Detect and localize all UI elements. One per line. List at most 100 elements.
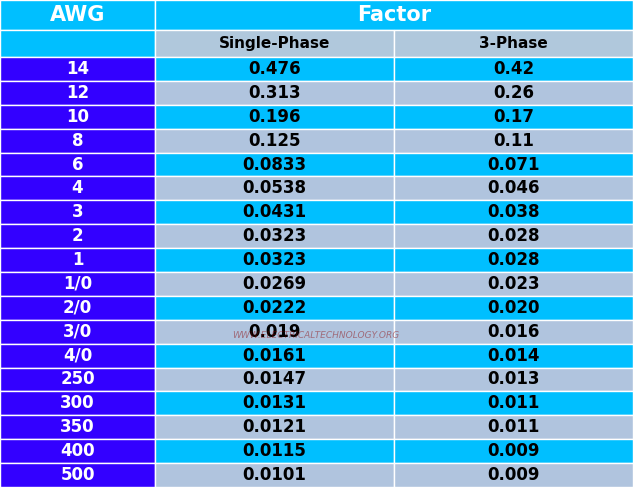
- Bar: [0, 463, 155, 487]
- Bar: [0, 176, 155, 200]
- Bar: [0, 129, 155, 152]
- Text: 0.0222: 0.0222: [242, 299, 306, 317]
- Text: WWW.ELECTRICALTECHNOLOGY.ORG: WWW.ELECTRICALTECHNOLOGY.ORG: [232, 331, 399, 339]
- Bar: [0, 152, 155, 176]
- Bar: [155, 392, 394, 415]
- Bar: [0, 248, 155, 272]
- Text: 0.016: 0.016: [487, 323, 540, 341]
- Text: 0.0101: 0.0101: [242, 466, 306, 484]
- Bar: [394, 415, 633, 439]
- Bar: [394, 57, 633, 81]
- Bar: [394, 176, 633, 200]
- Bar: [0, 224, 155, 248]
- Text: 0.038: 0.038: [487, 203, 540, 221]
- Text: 0.046: 0.046: [487, 179, 540, 197]
- Text: Single-Phase: Single-Phase: [219, 36, 330, 51]
- Bar: [394, 129, 633, 152]
- Text: 0.11: 0.11: [493, 131, 534, 150]
- Text: 300: 300: [60, 394, 95, 412]
- Bar: [155, 439, 394, 463]
- Text: 0.476: 0.476: [248, 60, 301, 78]
- Bar: [394, 439, 633, 463]
- Bar: [394, 296, 633, 320]
- Bar: [155, 463, 394, 487]
- Bar: [0, 272, 155, 296]
- Bar: [155, 30, 394, 57]
- Text: 0.125: 0.125: [248, 131, 301, 150]
- Text: 3: 3: [72, 203, 84, 221]
- Text: 0.023: 0.023: [487, 275, 540, 293]
- Text: 3/0: 3/0: [63, 323, 92, 341]
- Text: 500: 500: [60, 466, 95, 484]
- Bar: [155, 296, 394, 320]
- Bar: [155, 176, 394, 200]
- Text: 2/0: 2/0: [63, 299, 92, 317]
- Bar: [0, 0, 155, 30]
- Text: 0.011: 0.011: [487, 418, 540, 436]
- Bar: [155, 152, 394, 176]
- Bar: [155, 105, 394, 129]
- Bar: [0, 392, 155, 415]
- Text: 0.011: 0.011: [487, 394, 540, 412]
- Bar: [0, 344, 155, 368]
- Text: 0.028: 0.028: [487, 251, 540, 269]
- Bar: [155, 272, 394, 296]
- Bar: [394, 248, 633, 272]
- Text: 0.0538: 0.0538: [242, 179, 306, 197]
- Text: 8: 8: [72, 131, 84, 150]
- Bar: [394, 272, 633, 296]
- Text: 2: 2: [72, 227, 84, 245]
- Bar: [155, 344, 394, 368]
- Bar: [394, 320, 633, 344]
- Text: 0.0431: 0.0431: [242, 203, 306, 221]
- Bar: [394, 344, 633, 368]
- Text: 0.17: 0.17: [493, 108, 534, 126]
- Text: 0.009: 0.009: [487, 442, 540, 460]
- Bar: [0, 57, 155, 81]
- Bar: [155, 0, 633, 30]
- Text: 0.0147: 0.0147: [242, 371, 306, 389]
- Text: 14: 14: [66, 60, 89, 78]
- Text: 0.071: 0.071: [487, 155, 540, 173]
- Bar: [155, 248, 394, 272]
- Bar: [394, 200, 633, 224]
- Text: 0.196: 0.196: [248, 108, 301, 126]
- Bar: [155, 200, 394, 224]
- Text: 0.0121: 0.0121: [242, 418, 306, 436]
- Bar: [394, 152, 633, 176]
- Bar: [155, 320, 394, 344]
- Bar: [0, 439, 155, 463]
- Text: 10: 10: [66, 108, 89, 126]
- Text: 12: 12: [66, 84, 89, 102]
- Bar: [394, 81, 633, 105]
- Bar: [0, 200, 155, 224]
- Text: 0.42: 0.42: [493, 60, 534, 78]
- Text: 0.014: 0.014: [487, 347, 540, 365]
- Text: 1/0: 1/0: [63, 275, 92, 293]
- Bar: [0, 320, 155, 344]
- Bar: [155, 81, 394, 105]
- Text: 0.028: 0.028: [487, 227, 540, 245]
- Text: 0.0161: 0.0161: [242, 347, 306, 365]
- Text: 0.0833: 0.0833: [242, 155, 306, 173]
- Bar: [394, 30, 633, 57]
- Text: 4/0: 4/0: [63, 347, 92, 365]
- Bar: [0, 105, 155, 129]
- Text: 0.313: 0.313: [248, 84, 301, 102]
- Text: 0.0131: 0.0131: [242, 394, 306, 412]
- Bar: [0, 368, 155, 392]
- Bar: [394, 392, 633, 415]
- Text: 0.0115: 0.0115: [242, 442, 306, 460]
- Bar: [394, 105, 633, 129]
- Text: 0.0323: 0.0323: [242, 227, 306, 245]
- Text: 0.0323: 0.0323: [242, 251, 306, 269]
- Text: 1: 1: [72, 251, 84, 269]
- Text: AWG: AWG: [50, 5, 105, 25]
- Bar: [155, 415, 394, 439]
- Text: 0.013: 0.013: [487, 371, 540, 389]
- Text: 0.019: 0.019: [248, 323, 301, 341]
- Bar: [0, 296, 155, 320]
- Bar: [0, 415, 155, 439]
- Bar: [155, 57, 394, 81]
- Text: 0.26: 0.26: [493, 84, 534, 102]
